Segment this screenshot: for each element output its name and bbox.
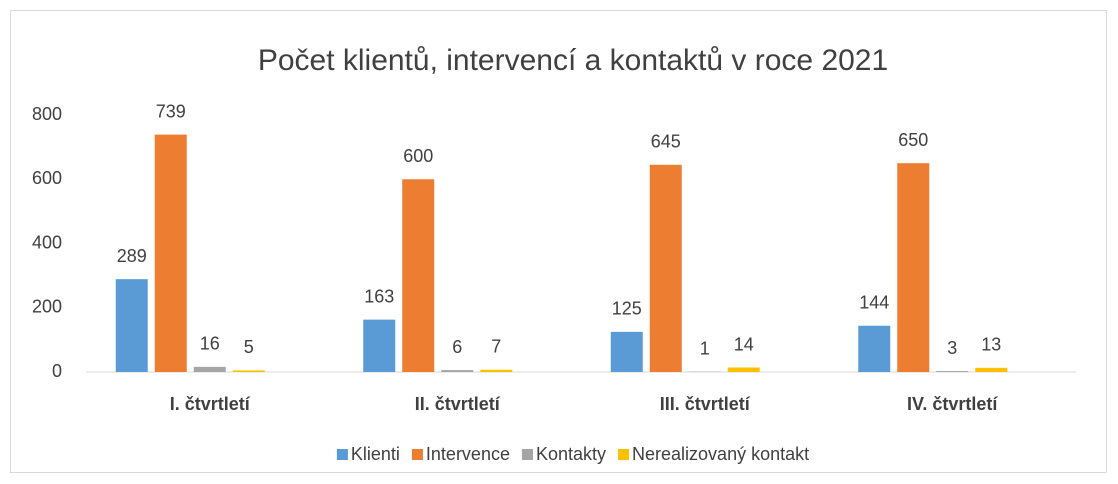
legend-label: Nerealizovaný kontakt (632, 444, 809, 464)
bar (232, 370, 265, 372)
x-tick-label: I. čtvrtletí (170, 394, 251, 414)
legend-label: Klienti (351, 444, 400, 464)
bar (402, 179, 435, 372)
data-label: 739 (156, 101, 186, 121)
data-label: 6 (452, 337, 462, 357)
legend-label: Kontakty (536, 444, 606, 464)
data-label: 7 (491, 337, 501, 357)
data-label: 13 (981, 335, 1001, 355)
data-label: 1 (700, 338, 710, 358)
y-tick-label: 0 (52, 361, 62, 381)
data-label: 5 (244, 337, 254, 357)
bar (610, 331, 643, 372)
chart-title: Počet klientů, intervencí a kontaktů v r… (258, 44, 888, 77)
legend-swatch (521, 449, 533, 460)
bar (480, 369, 513, 372)
data-label: 14 (734, 334, 754, 354)
bar (727, 367, 760, 372)
x-tick-label: III. čtvrtletí (660, 394, 751, 414)
bar (115, 279, 148, 372)
data-label: 125 (612, 299, 642, 319)
bar (363, 319, 396, 372)
data-label: 600 (403, 146, 433, 166)
data-label: 144 (859, 292, 889, 312)
data-label: 16 (200, 334, 220, 354)
bar (975, 367, 1008, 372)
y-tick-label: 800 (32, 104, 62, 124)
bar (936, 371, 969, 372)
bar (649, 164, 682, 372)
legend-swatch (618, 449, 630, 460)
bar (154, 134, 187, 372)
bar (193, 366, 226, 372)
legend-swatch (411, 449, 423, 460)
x-tick-label: IV. čtvrtletí (907, 394, 998, 414)
y-tick-label: 600 (32, 168, 62, 188)
x-tick-label: II. čtvrtletí (415, 394, 501, 414)
data-label: 3 (947, 338, 957, 358)
legend: Klienti Intervence Kontakty Nerealizovaný k… (336, 444, 809, 464)
data-label: 645 (651, 132, 681, 152)
data-label: 650 (898, 130, 928, 150)
legend-swatch (336, 449, 348, 460)
y-tick-label: 200 (32, 297, 62, 317)
data-label: 289 (117, 246, 147, 266)
y-tick-label: 400 (32, 232, 62, 252)
bar (441, 370, 474, 372)
data-label: 163 (364, 286, 394, 306)
bar (858, 325, 891, 372)
legend-label: Intervence (426, 444, 510, 464)
bar (897, 163, 930, 372)
